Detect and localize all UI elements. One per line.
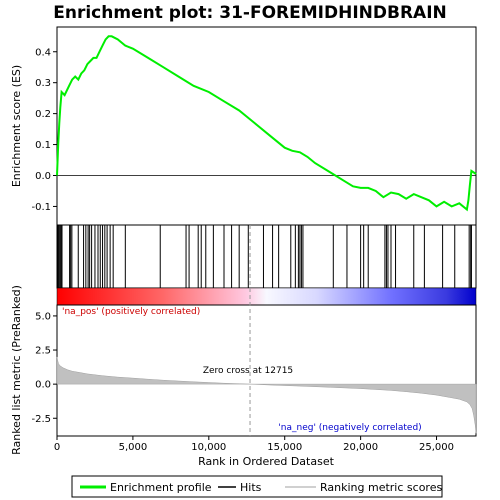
- x-axis: 0 5,000 10,000 15,000 20,000 25,000: [54, 436, 454, 453]
- x-tick-label: 5,000: [119, 442, 148, 453]
- metric-panel-frame: [56, 304, 477, 437]
- es-tick-label: 0.4: [35, 47, 51, 58]
- es-panel-frame: [56, 26, 477, 226]
- es-tick-label: -0.1: [31, 202, 51, 213]
- legend: Enrichment profile Hits Ranking metric sco…: [71, 475, 443, 498]
- metric-tick-label: 0.0: [35, 380, 51, 391]
- chart-title: Enrichment plot: 31-FOREMIDHINDBRAIN: [53, 3, 447, 23]
- es-tick-label: 0.2: [35, 109, 51, 120]
- legend-label: Ranking metric scores: [320, 481, 442, 494]
- es-axis-label: Enrichment score (ES): [10, 65, 23, 187]
- metric-panel: -2.5 0.0 2.5 5.0 0 5,000 10,000 15,000 20,000 25…: [10, 225, 477, 468]
- rank-gradient-bar: [56, 287, 477, 306]
- es-axis: -0.1 0.0 0.1 0.2 0.3 0.4: [31, 47, 57, 213]
- x-axis-label: Rank in Ordered Dataset: [198, 455, 335, 468]
- enrichment-profile-line: [56, 35, 477, 212]
- legend-frame: [71, 475, 443, 498]
- x-tick-label: 25,000: [419, 442, 454, 453]
- x-tick-label: 20,000: [343, 442, 378, 453]
- x-tick-label: 0: [54, 442, 60, 453]
- metric-tick-label: 5.0: [35, 311, 51, 322]
- rank-gradient: [56, 287, 477, 306]
- es-tick-label: 0.1: [35, 140, 51, 151]
- x-tick-label: 10,000: [191, 442, 226, 453]
- legend-label: Hits: [240, 481, 262, 494]
- hits-marks: [57, 225, 472, 288]
- metric-tick-label: 2.5: [35, 346, 51, 357]
- negative-correlation-label: 'na_neg' (negatively correlated): [278, 423, 421, 433]
- es-tick-label: 0.3: [35, 78, 51, 89]
- es-tick-label: 0.0: [35, 171, 51, 182]
- hits-panel: [56, 224, 477, 289]
- zero-cross-label: Zero cross at 12715: [203, 366, 293, 376]
- legend-label: Enrichment profile: [110, 481, 212, 494]
- hits-panel-frame: [56, 224, 477, 289]
- es-panel: -0.1 0.0 0.1 0.2 0.3 0.4 Enrichment score (ES…: [10, 26, 477, 226]
- positive-correlation-label: 'na_pos' (positively correlated): [62, 307, 200, 317]
- metric-axis-label: Ranked list metric (PreRanked): [10, 285, 23, 455]
- x-tick-label: 15,000: [267, 442, 302, 453]
- ranking-metric-area: [56, 356, 477, 434]
- metric-tick-label: -2.5: [31, 414, 51, 425]
- metric-axis: -2.5 0.0 2.5 5.0: [31, 311, 57, 425]
